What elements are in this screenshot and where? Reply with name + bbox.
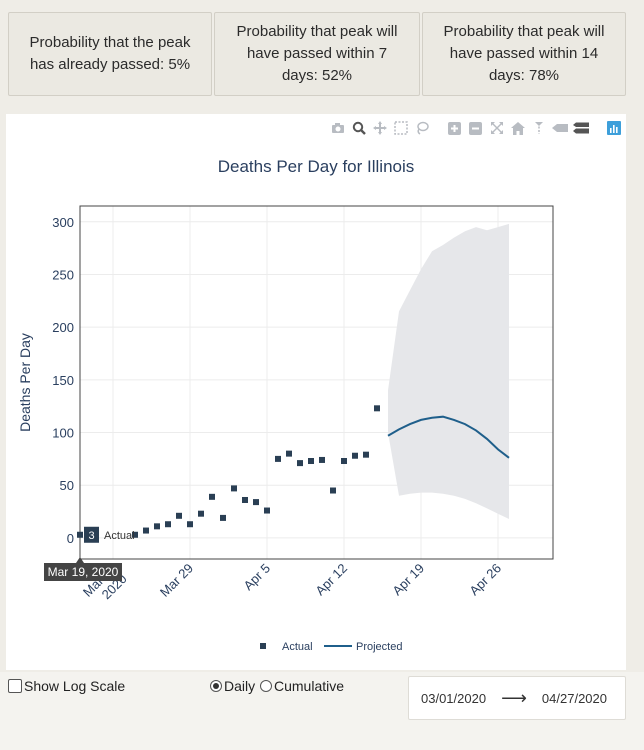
- plotly-logo-icon[interactable]: [605, 120, 622, 137]
- x-tick-label: Apr 19: [389, 561, 427, 599]
- peak-passed-text: Probability that the peak has already pa…: [29, 34, 191, 73]
- modebar-spacer: [593, 120, 601, 137]
- zoom-icon[interactable]: [350, 120, 367, 137]
- y-tick-label: 200: [52, 320, 74, 335]
- actual-point: [319, 456, 325, 463]
- peak-14-days-text: Probability that peak will have passed w…: [443, 23, 605, 84]
- actual-point: [275, 455, 281, 462]
- peak-14-days-card: Probability that peak will have passed w…: [422, 12, 626, 96]
- actual-point: [165, 521, 171, 528]
- actual-point: [297, 460, 303, 467]
- cumulative-option[interactable]: Cumulative: [260, 678, 344, 694]
- legend-actual-label: Actual: [282, 641, 313, 653]
- actual-point: [330, 487, 336, 494]
- actual-point: [154, 523, 160, 530]
- actual-point: [308, 458, 314, 465]
- hover-closest-icon[interactable]: [551, 120, 568, 137]
- box-select-icon[interactable]: [392, 120, 409, 137]
- projected-line: [387, 415, 510, 459]
- actual-point: [187, 521, 193, 528]
- hover-compare-icon[interactable]: [572, 120, 589, 137]
- actual-point: [242, 496, 248, 503]
- zoom-in-icon[interactable]: [446, 120, 463, 137]
- log-scale-label: Show Log Scale: [24, 678, 126, 694]
- chart-title: Deaths Per Day for Illinois: [218, 157, 415, 176]
- hover-x-label: Mar 19, 2020: [48, 565, 119, 579]
- lasso-icon[interactable]: [413, 120, 430, 137]
- y-tick-label: 300: [52, 215, 74, 230]
- cumulative-label: Cumulative: [274, 678, 345, 694]
- daily-label: Daily: [224, 678, 256, 694]
- y-tick-label: 100: [52, 426, 74, 441]
- actual-point: [209, 493, 215, 500]
- spike-lines-icon[interactable]: [530, 120, 547, 137]
- x-tick-label: Apr 26: [466, 561, 504, 599]
- modebar-spacer: [434, 120, 442, 137]
- actual-point: [341, 458, 347, 465]
- hover-x-pointer: [76, 557, 84, 563]
- plot-modebar: [329, 119, 622, 137]
- x-tick-label: Apr 5: [241, 561, 274, 594]
- date-range-picker[interactable]: 03/01/2020 ⟶ 04/27/2020: [408, 676, 626, 720]
- cumulative-radio[interactable]: [260, 680, 272, 692]
- actual-point: [352, 452, 358, 459]
- actual-point: [220, 514, 226, 521]
- hover-x-box: [44, 563, 122, 581]
- zoom-out-icon[interactable]: [467, 120, 484, 137]
- controls-bar: Show Log Scale Daily Cumulative 03/01/20…: [0, 672, 644, 750]
- hover-series-name: Actual: [104, 530, 135, 542]
- legend-actual-marker: [260, 643, 266, 649]
- peak-7-days-text: Probability that peak will have passed w…: [236, 23, 398, 84]
- y-tick-label: 250: [52, 267, 74, 282]
- actual-point: [363, 451, 369, 458]
- y-axis-label: Deaths Per Day: [17, 333, 33, 432]
- plot-frame: [79, 205, 554, 560]
- actual-point: [286, 450, 292, 457]
- actual-point: [253, 499, 259, 506]
- daily-radio[interactable]: [210, 680, 222, 692]
- x-tick-label: Apr 12: [312, 561, 350, 599]
- y-tick-label: 150: [52, 373, 74, 388]
- daily-option[interactable]: Daily: [210, 678, 255, 694]
- projection-interval-band: [388, 223, 509, 519]
- y-tick-label: 0: [67, 531, 74, 546]
- actual-point: [77, 531, 83, 538]
- pan-icon[interactable]: [371, 120, 388, 137]
- actual-point: [374, 405, 380, 412]
- y-tick-label: 50: [60, 478, 74, 493]
- log-scale-checkbox[interactable]: [8, 679, 22, 693]
- x-tick-label: Mar 29: [157, 561, 196, 600]
- actual-point: [231, 485, 237, 492]
- actual-point: [132, 531, 138, 538]
- autoscale-icon[interactable]: [488, 120, 505, 137]
- actual-point: [198, 510, 204, 517]
- end-date-input[interactable]: 04/27/2020: [541, 690, 607, 706]
- actual-point: [143, 527, 149, 534]
- hover-value: 3: [88, 530, 94, 542]
- range-arrow-icon: ⟶: [501, 687, 527, 708]
- actual-point: [176, 512, 182, 519]
- peak-7-days-card: Probability that peak will have passed w…: [214, 12, 420, 96]
- actual-point: [264, 507, 270, 514]
- log-scale-toggle[interactable]: Show Log Scale: [8, 678, 125, 694]
- peak-passed-card: Probability that the peak has already pa…: [8, 12, 212, 96]
- legend-projected-label: Projected: [356, 641, 402, 653]
- reset-axes-icon[interactable]: [509, 120, 526, 137]
- camera-icon[interactable]: [329, 120, 346, 137]
- start-date-input[interactable]: 03/01/2020: [421, 690, 487, 706]
- hover-value-box: [84, 526, 99, 543]
